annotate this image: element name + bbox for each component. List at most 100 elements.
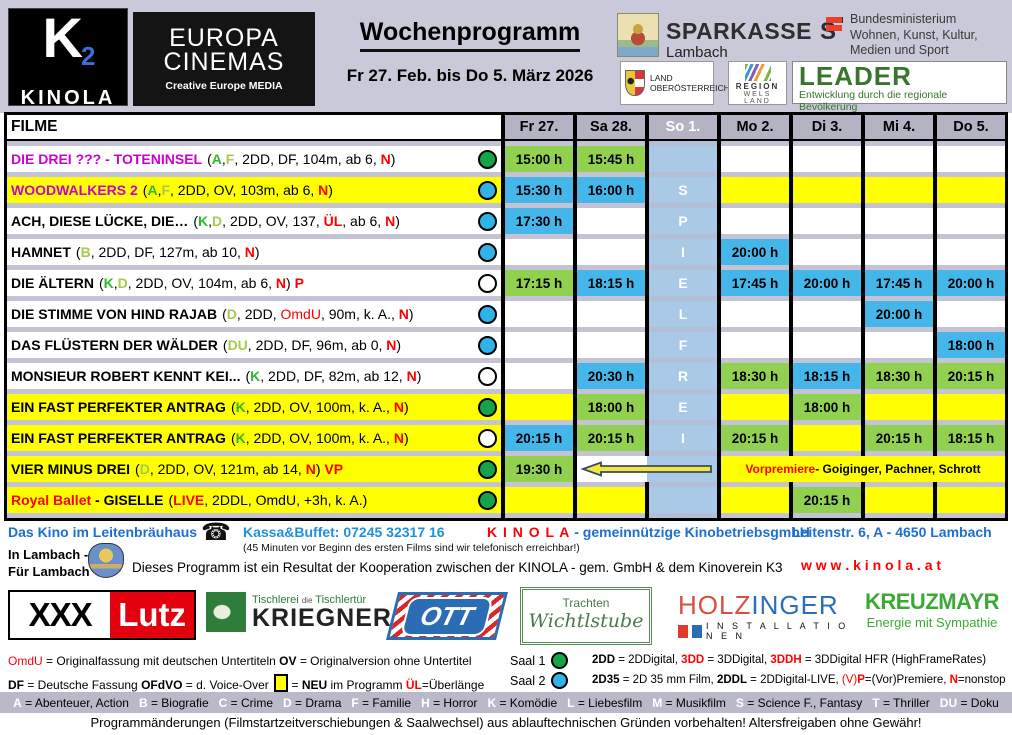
date-range: Fr 27. Feb. bis Do 5. März 2026: [346, 66, 594, 85]
website-link[interactable]: w w w . k i n o l a . a t: [801, 557, 942, 573]
showtime-cell: 18:00 h: [933, 332, 1005, 358]
empty-cell: [717, 332, 789, 358]
slogan-line1: In Lambach -: [8, 547, 89, 562]
empty-cell: [573, 239, 645, 265]
spielfrei-cell: [645, 146, 717, 172]
row-separator: [7, 296, 1005, 301]
film-row: MONSIEUR ROBERT KENNT KEI... (K, 2DD, DF,…: [7, 363, 1005, 389]
region-line1: REGION: [735, 82, 780, 91]
row-separator: [7, 389, 1005, 394]
sponsor-kreuzmayr-logo: KREUZMAYR Energie mit Sympathie: [856, 581, 1008, 630]
showtime-cell: 18:30 h: [717, 363, 789, 389]
film-title-cell: EIN FAST PERFEKTER ANTRAG (K, 2DD, OV, 10…: [7, 394, 501, 420]
showtime-cell: 20:00 h: [861, 301, 933, 327]
showtime-cell: 20:00 h: [933, 270, 1005, 296]
day-headers: Fr 27. Sa 28. So 1. Mo 2. Di 3. Mi 4. Do 5.: [501, 115, 1005, 139]
slogan-line2: Für Lambach: [8, 564, 90, 579]
europa-cinemas-line2: CINEMAS: [163, 48, 285, 76]
saal-circle-white: [478, 428, 497, 448]
genre-legend-item: A = Abenteuer, Action: [13, 695, 129, 710]
leader-name: LEADER: [799, 61, 912, 91]
empty-cell: [717, 177, 789, 203]
showtime-cell: 17:45 h: [717, 270, 789, 296]
holzinger-part1: HOLZ: [678, 590, 752, 620]
empty-cell: [717, 301, 789, 327]
land-line2: OBERÖSTERREICH: [650, 83, 730, 93]
day-header: Fr 27.: [501, 115, 573, 139]
spielfrei-cell: F: [645, 332, 717, 358]
saal-circle-blue: [478, 180, 497, 200]
empty-cell: [789, 332, 861, 358]
legend-line1: OmdU = Originalfassung mit deutschen Unt…: [8, 654, 472, 668]
xxxlutz-xxx: XXX: [28, 596, 93, 633]
saal-circle-white: [478, 273, 497, 293]
vorpremiere-note: Vorpremiere - Goiginger, Pachner, Schrot…: [717, 456, 1005, 482]
showtime-cell: 20:15 h: [717, 425, 789, 451]
arrow-left-icon: [573, 456, 717, 482]
spielfrei-cell: L: [645, 301, 717, 327]
kreuzmayr-name: KREUZMAYR: [865, 581, 1000, 615]
saal1-label: Saal 1: [510, 653, 546, 668]
holzinger-blue-square-icon: [692, 624, 703, 638]
empty-cell: [789, 208, 861, 234]
empty-cell: [789, 425, 861, 451]
slogan: In Lambach - Für Lambach: [8, 546, 90, 580]
kreuzmayr-sub: Energie mit Sympathie: [866, 615, 998, 630]
kassa-phone-label: Kassa&Buffet: 07245 32317 16: [243, 524, 445, 540]
empty-cell: [573, 301, 645, 327]
disclaimer-note: Programmänderungen (Filmstartzeitverschi…: [90, 715, 922, 730]
empty-cell: [573, 332, 645, 358]
legend-formats-line2: 2D35 = 2D 35 mm Film, 2DDL = 2DDigital-L…: [592, 674, 1006, 686]
film-row: WOODWALKERS 2 (A,F, 2DD, OV, 103m, ab 6, …: [7, 177, 1005, 203]
saal-circle-white: [478, 366, 497, 386]
sponsor-wichtlstube-logo: Trachten Wichtlstube: [520, 587, 652, 645]
kinola-2-mark: 2: [80, 41, 96, 71]
kinola-logo-text: KINOLA: [20, 87, 116, 109]
genre-legend-bar: A = Abenteuer, Action B = Biografie C = Cr…: [0, 692, 1012, 713]
row-separator: [7, 451, 1005, 456]
empty-cell: [501, 363, 573, 389]
genre-legend-item: C = Crime: [218, 695, 274, 710]
showtime-cell: 17:30 h: [501, 208, 573, 234]
showtime-cell: 20:30 h: [573, 363, 645, 389]
row-separator: [7, 420, 1005, 425]
row-separator: [7, 265, 1005, 270]
saal2-circle-icon: [551, 672, 569, 689]
showtime-cell: 18:15 h: [789, 363, 861, 389]
header: K2 KINOLA EUROPA CINEMAS Creative Europe…: [0, 0, 1012, 113]
saal1-circle-icon: [551, 652, 569, 669]
creative-europe-media-label: Creative Europe MEDIA: [165, 80, 283, 92]
europa-cinemas-line1: EUROPA: [169, 24, 279, 52]
sparkasse-name: SPARKASSE: [666, 18, 812, 44]
sponsor-holzinger-logo: HOLZINGER I N S T A L L A T I O N E N: [678, 592, 850, 641]
film-title-cell: Royal Ballet - GISELLE (LIVE, 2DDL, OmdU,…: [7, 487, 501, 513]
legend-line2: DF = Deutsche Fassung OFdVO = d. Voice-O…: [8, 674, 484, 692]
film-title-cell: EIN FAST PERFEKTER ANTRAG (K, 2DD, OV, 10…: [7, 425, 501, 451]
holzinger-red-square-icon: [678, 624, 689, 638]
showtime-cell: 16:00 h: [573, 177, 645, 203]
showtime-cell: 20:15 h: [789, 487, 861, 513]
empty-cell: [861, 239, 933, 265]
film-row: EIN FAST PERFEKTER ANTRAG (K, 2DD, OV, 10…: [7, 425, 1005, 451]
kinola-company-line: K I N O L A - gemeinnützige Kinobetriebs…: [487, 524, 810, 540]
film-row: DIE ÄLTERN (K,D, 2DD, OV, 104m, ab 6, N) …: [7, 270, 1005, 296]
film-title-cell: DIE STIMME VON HIND RAJAB (D, 2DD, OmdU, …: [7, 301, 501, 327]
saal-circle-green: [478, 459, 497, 479]
day-header: Do 5.: [933, 115, 1005, 139]
film-row: HAMNET (B, 2DD, DF, 127m, ab 10, N) I 20:00…: [7, 239, 1005, 265]
empty-cell: [861, 208, 933, 234]
leader-logo: LEADER Entwicklung durch die regionale B…: [792, 61, 1007, 113]
kriegner-name: KRIEGNER: [252, 604, 392, 632]
showtime-cell: 20:15 h: [933, 363, 1005, 389]
film-row: DIE STIMME VON HIND RAJAB (D, 2DD, OmdU, …: [7, 301, 1005, 327]
row-separator: [7, 513, 1005, 518]
filme-column-header: FILME: [7, 115, 501, 139]
sponsor-kriegner-logo: Tischlerei die Tischlertür KRIEGNER: [206, 592, 392, 632]
showtime-cell: 18:15 h: [933, 425, 1005, 451]
genre-legend-item: DU = Doku: [939, 695, 999, 710]
table-body: DIE DREI ??? - TOTENINSEL (A,F, 2DD, DF, …: [7, 141, 1005, 518]
spielfrei-cell: E: [645, 394, 717, 420]
spielfrei-cell: S: [645, 177, 717, 203]
showtime-cell: 20:00 h: [717, 239, 789, 265]
showtime-cell: 20:15 h: [573, 425, 645, 451]
